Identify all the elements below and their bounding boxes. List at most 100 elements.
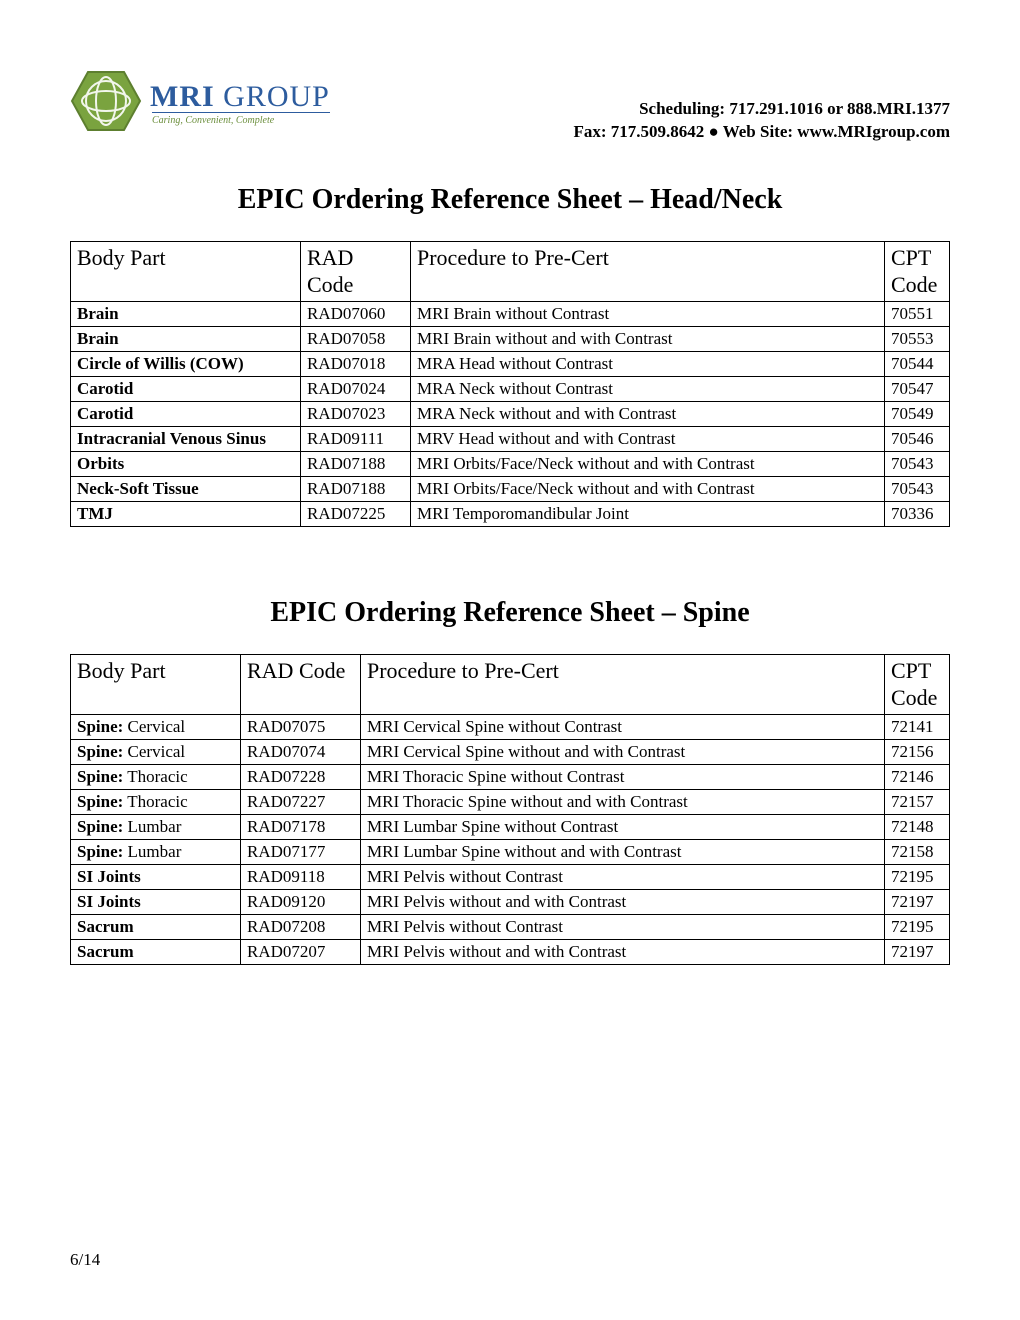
- cell-body-part: Brain: [71, 301, 301, 326]
- cell-procedure: MRI Pelvis without Contrast: [361, 914, 885, 939]
- table-row: CarotidRAD07023MRA Neck without and with…: [71, 401, 950, 426]
- cell-body-part: Carotid: [71, 401, 301, 426]
- cell-body-part: Sacrum: [71, 914, 241, 939]
- cell-body-part: Spine: Cervical: [71, 714, 241, 739]
- cell-cpt-code: 70551: [885, 301, 950, 326]
- logo-title: MRI GROUP: [150, 82, 330, 112]
- table-header-row: Body Part RAD Code Procedure to Pre-Cert…: [71, 654, 950, 714]
- cell-rad-code: RAD07227: [241, 789, 361, 814]
- cell-rad-code: RAD07018: [301, 351, 411, 376]
- cell-cpt-code: 70553: [885, 326, 950, 351]
- cell-procedure: MRI Brain without Contrast: [411, 301, 885, 326]
- cell-cpt-code: 70543: [885, 476, 950, 501]
- table-row: Spine: ThoracicRAD07227MRI Thoracic Spin…: [71, 789, 950, 814]
- cell-rad-code: RAD09120: [241, 889, 361, 914]
- cell-body-part: Intracranial Venous Sinus: [71, 426, 301, 451]
- cell-rad-code: RAD07177: [241, 839, 361, 864]
- cell-cpt-code: 72158: [885, 839, 950, 864]
- cell-rad-code: RAD09111: [301, 426, 411, 451]
- cell-body-part: SI Joints: [71, 864, 241, 889]
- cell-cpt-code: 72157: [885, 789, 950, 814]
- cell-cpt-code: 70549: [885, 401, 950, 426]
- cell-cpt-code: 72195: [885, 914, 950, 939]
- table-row: CarotidRAD07024MRA Neck without Contrast…: [71, 376, 950, 401]
- logo-icon: [70, 70, 142, 137]
- cell-rad-code: RAD07228: [241, 764, 361, 789]
- cell-cpt-code: 72195: [885, 864, 950, 889]
- table-row: OrbitsRAD07188MRI Orbits/Face/Neck witho…: [71, 451, 950, 476]
- cell-body-part: Spine: Thoracic: [71, 764, 241, 789]
- cell-procedure: MRI Orbits/Face/Neck without and with Co…: [411, 451, 885, 476]
- cell-rad-code: RAD07178: [241, 814, 361, 839]
- page-header: MRI GROUP Caring, Convenient, Complete S…: [70, 70, 950, 144]
- cell-rad-code: RAD07207: [241, 939, 361, 964]
- col-rad-code: RAD Code: [241, 654, 361, 714]
- cell-cpt-code: 72197: [885, 889, 950, 914]
- cell-body-part: SI Joints: [71, 889, 241, 914]
- table-row: SI JointsRAD09118MRI Pelvis without Cont…: [71, 864, 950, 889]
- cell-procedure: MRI Brain without and with Contrast: [411, 326, 885, 351]
- cell-rad-code: RAD07058: [301, 326, 411, 351]
- cell-rad-code: RAD07188: [301, 476, 411, 501]
- cell-rad-code: RAD09118: [241, 864, 361, 889]
- section-title-head-neck: EPIC Ordering Reference Sheet – Head/Nec…: [70, 184, 950, 216]
- contact-block: Scheduling: 717.291.1016 or 888.MRI.1377…: [573, 98, 950, 144]
- cell-procedure: MRI Lumbar Spine without and with Contra…: [361, 839, 885, 864]
- cell-body-part: Neck-Soft Tissue: [71, 476, 301, 501]
- cell-procedure: MRV Head without and with Contrast: [411, 426, 885, 451]
- section-title-spine: EPIC Ordering Reference Sheet – Spine: [70, 597, 950, 629]
- cell-procedure: MRA Neck without Contrast: [411, 376, 885, 401]
- cell-procedure: MRI Lumbar Spine without Contrast: [361, 814, 885, 839]
- cell-body-part: Spine: Cervical: [71, 739, 241, 764]
- cell-cpt-code: 70336: [885, 501, 950, 526]
- cell-procedure: MRI Cervical Spine without and with Cont…: [361, 739, 885, 764]
- table-row: BrainRAD07058MRI Brain without and with …: [71, 326, 950, 351]
- col-body-part: Body Part: [71, 241, 301, 301]
- cell-body-part: Circle of Willis (COW): [71, 351, 301, 376]
- cell-cpt-code: 72148: [885, 814, 950, 839]
- table-row: Spine: LumbarRAD07177MRI Lumbar Spine wi…: [71, 839, 950, 864]
- logo-title-light: GROUP: [215, 80, 330, 113]
- cell-body-part: Spine: Lumbar: [71, 814, 241, 839]
- cell-body-part: Sacrum: [71, 939, 241, 964]
- cell-cpt-code: 72156: [885, 739, 950, 764]
- cell-procedure: MRI Pelvis without Contrast: [361, 864, 885, 889]
- table-spine: Body Part RAD Code Procedure to Pre-Cert…: [70, 654, 950, 965]
- cell-cpt-code: 70544: [885, 351, 950, 376]
- cell-cpt-code: 70546: [885, 426, 950, 451]
- cell-body-part: Carotid: [71, 376, 301, 401]
- page-number: 6/14: [70, 1250, 100, 1270]
- col-cpt-code: CPT Code: [885, 241, 950, 301]
- cell-procedure: MRI Thoracic Spine without Contrast: [361, 764, 885, 789]
- cell-cpt-code: 70547: [885, 376, 950, 401]
- col-procedure: Procedure to Pre-Cert: [361, 654, 885, 714]
- table-row: SacrumRAD07208MRI Pelvis without Contras…: [71, 914, 950, 939]
- table-row: BrainRAD07060MRI Brain without Contrast7…: [71, 301, 950, 326]
- contact-line-1: Scheduling: 717.291.1016 or 888.MRI.1377: [573, 98, 950, 121]
- table-row: Spine: CervicalRAD07075MRI Cervical Spin…: [71, 714, 950, 739]
- cell-cpt-code: 72146: [885, 764, 950, 789]
- cell-rad-code: RAD07075: [241, 714, 361, 739]
- table-row: Intracranial Venous SinusRAD09111MRV Hea…: [71, 426, 950, 451]
- cell-procedure: MRI Thoracic Spine without and with Cont…: [361, 789, 885, 814]
- col-body-part: Body Part: [71, 654, 241, 714]
- table-row: SacrumRAD07207MRI Pelvis without and wit…: [71, 939, 950, 964]
- table-row: Circle of Willis (COW)RAD07018MRA Head w…: [71, 351, 950, 376]
- col-procedure: Procedure to Pre-Cert: [411, 241, 885, 301]
- cell-procedure: MRI Pelvis without and with Contrast: [361, 939, 885, 964]
- logo-text: MRI GROUP Caring, Convenient, Complete: [150, 82, 330, 126]
- cell-rad-code: RAD07074: [241, 739, 361, 764]
- col-cpt-code: CPT Code: [885, 654, 950, 714]
- cell-body-part: Brain: [71, 326, 301, 351]
- table-row: Neck-Soft TissueRAD07188MRI Orbits/Face/…: [71, 476, 950, 501]
- table-row: Spine: ThoracicRAD07228MRI Thoracic Spin…: [71, 764, 950, 789]
- cell-cpt-code: 70543: [885, 451, 950, 476]
- cell-cpt-code: 72141: [885, 714, 950, 739]
- col-rad-code: RAD Code: [301, 241, 411, 301]
- cell-procedure: MRI Orbits/Face/Neck without and with Co…: [411, 476, 885, 501]
- cell-body-part: TMJ: [71, 501, 301, 526]
- logo-tagline: Caring, Convenient, Complete: [152, 112, 330, 126]
- table-row: SI JointsRAD09120MRI Pelvis without and …: [71, 889, 950, 914]
- cell-rad-code: RAD07225: [301, 501, 411, 526]
- cell-body-part: Orbits: [71, 451, 301, 476]
